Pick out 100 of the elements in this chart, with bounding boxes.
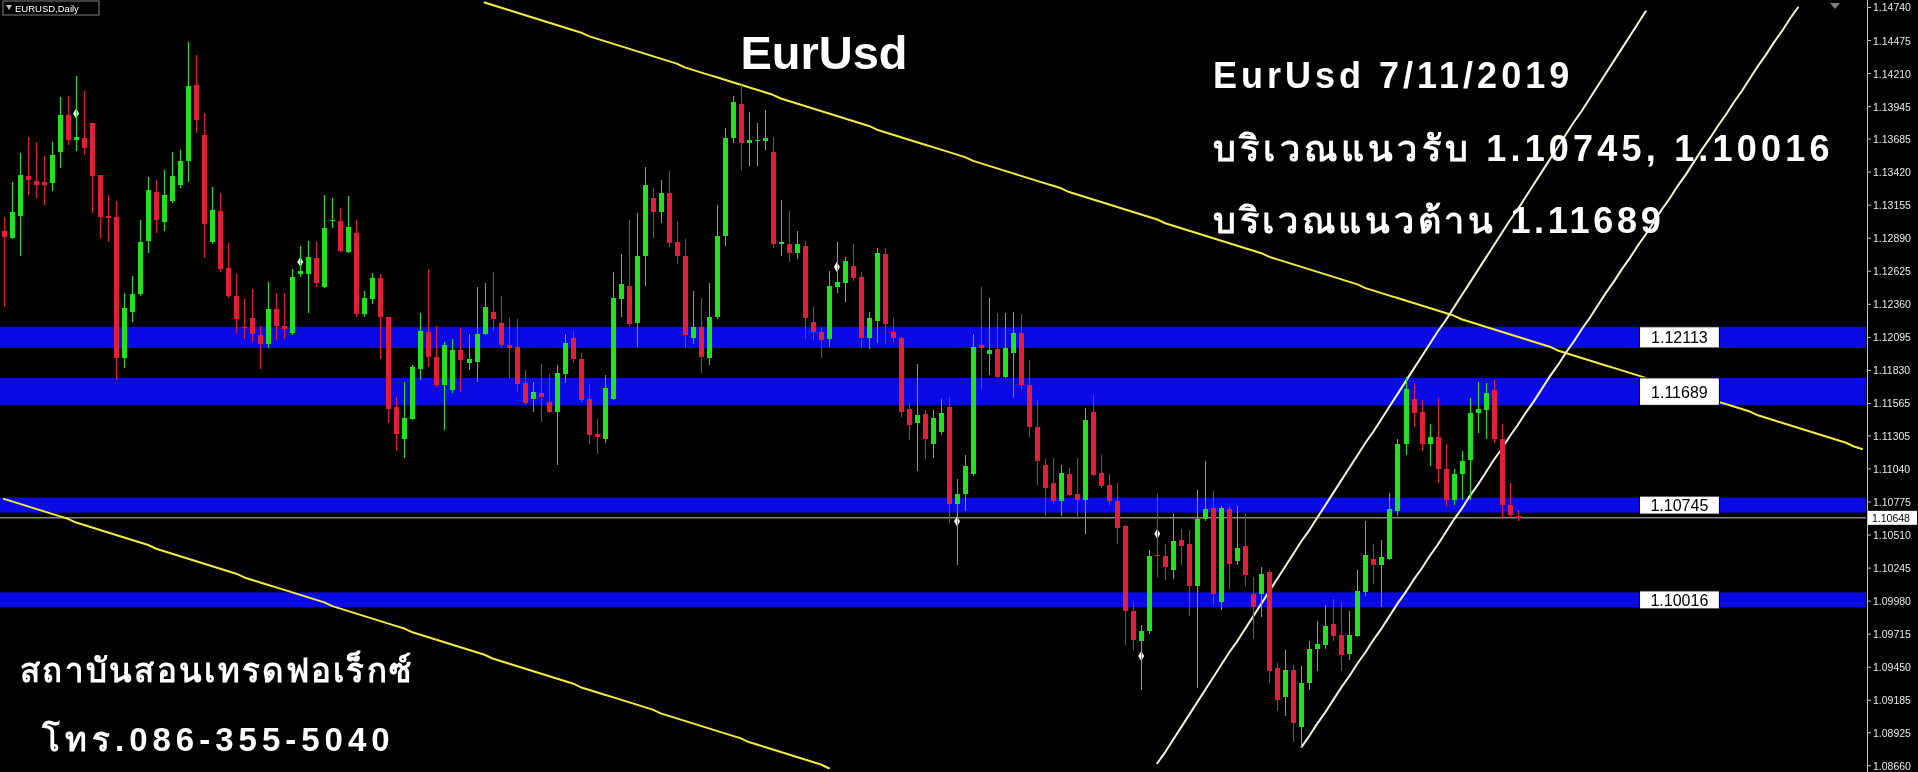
band-label: 1.10745 bbox=[1650, 496, 1709, 514]
text: EurUsd bbox=[740, 26, 908, 79]
y-tick-label: 1.11830 bbox=[1873, 364, 1911, 377]
candlestick bbox=[691, 290, 696, 345]
candlestick bbox=[1347, 610, 1352, 661]
candlestick bbox=[1379, 539, 1384, 608]
candlestick bbox=[571, 330, 576, 364]
candlestick bbox=[843, 256, 848, 303]
ref-line-label: 1.10648 bbox=[1872, 511, 1911, 524]
candlestick bbox=[402, 381, 407, 459]
y-tick-label: 1.12095 bbox=[1873, 331, 1912, 344]
candlestick bbox=[1075, 457, 1080, 520]
candlestick bbox=[250, 288, 255, 343]
annotation: สถาบันสอนเทรดฟอเร็กซ์ bbox=[20, 650, 414, 689]
y-tick-label: 1.12360 bbox=[1873, 298, 1912, 311]
candlestick bbox=[523, 369, 528, 406]
candlestick bbox=[362, 290, 367, 318]
candlestick bbox=[130, 275, 135, 323]
candlestick bbox=[867, 311, 872, 350]
band-label: 1.11689 bbox=[1651, 383, 1708, 401]
candlestick bbox=[1315, 620, 1320, 672]
y-tick-label: 1.09185 bbox=[1873, 694, 1912, 707]
candlestick bbox=[915, 363, 920, 472]
y-tick-label: 1.11040 bbox=[1873, 462, 1911, 475]
candlestick bbox=[1476, 381, 1481, 434]
candlestick bbox=[178, 149, 183, 189]
y-tick-label: 1.14740 bbox=[1873, 1, 1912, 14]
candlestick bbox=[891, 317, 896, 343]
candlestick bbox=[1251, 576, 1256, 640]
candlestick bbox=[2, 216, 7, 308]
candlestick bbox=[1508, 482, 1513, 520]
y-tick-label: 1.11565 bbox=[1873, 397, 1911, 410]
candlestick bbox=[234, 273, 239, 334]
y-tick-label: 1.13155 bbox=[1873, 199, 1912, 212]
candlestick bbox=[1203, 460, 1208, 522]
candlestick bbox=[1067, 467, 1072, 497]
candlestick bbox=[1371, 543, 1376, 585]
y-tick-label: 1.13420 bbox=[1873, 166, 1912, 179]
band-label: 1.12113 bbox=[1651, 328, 1708, 346]
y-tick-label: 1.09980 bbox=[1873, 595, 1912, 608]
candlestick bbox=[1235, 505, 1240, 566]
candlestick bbox=[763, 109, 768, 151]
candlestick bbox=[851, 243, 856, 282]
candlestick bbox=[1412, 382, 1417, 428]
candlestick bbox=[1099, 454, 1104, 489]
candlestick bbox=[1043, 458, 1048, 517]
y-tick-label: 1.10245 bbox=[1873, 562, 1912, 575]
candlestick bbox=[491, 271, 496, 331]
candlestick bbox=[907, 402, 912, 441]
candlestick bbox=[675, 220, 680, 265]
candlestick bbox=[1011, 311, 1016, 398]
candlestick bbox=[1323, 604, 1328, 650]
candlestick bbox=[34, 141, 39, 199]
y-tick-label: 1.09450 bbox=[1873, 661, 1912, 674]
candlestick bbox=[370, 272, 375, 305]
candlestick bbox=[1460, 450, 1465, 501]
candlestick bbox=[499, 295, 504, 349]
candlestick bbox=[939, 398, 944, 436]
annotation: EurUsd 7/11/2019 bbox=[1213, 55, 1574, 96]
candlestick bbox=[531, 381, 536, 413]
candlestick bbox=[42, 155, 47, 206]
candlestick bbox=[274, 292, 279, 341]
candlestick bbox=[987, 297, 992, 376]
candlestick bbox=[1163, 543, 1168, 581]
y-tick-label: 1.14210 bbox=[1873, 67, 1912, 80]
candlestick bbox=[82, 90, 87, 156]
candlestick bbox=[795, 230, 800, 260]
candlestick bbox=[619, 253, 624, 318]
annotation: โทร.086-355-5040 bbox=[41, 720, 395, 758]
y-tick-label: 1.13945 bbox=[1873, 100, 1912, 113]
y-tick-label: 1.13685 bbox=[1873, 133, 1912, 146]
candlestick bbox=[787, 210, 792, 263]
y-tick-label: 1.14475 bbox=[1873, 34, 1912, 47]
candlestick bbox=[659, 179, 664, 224]
candlestick bbox=[258, 325, 263, 370]
candlestick bbox=[811, 306, 816, 341]
y-tick-label: 1.11305 bbox=[1873, 429, 1911, 442]
candlestick bbox=[1051, 457, 1056, 505]
y-tick-label: 1.10510 bbox=[1873, 529, 1912, 542]
candlestick bbox=[1107, 473, 1112, 506]
candlestick bbox=[819, 326, 824, 359]
chart-subtitle: EURUSD,Daily bbox=[15, 2, 80, 14]
candlestick bbox=[547, 373, 552, 414]
candlestick bbox=[458, 327, 463, 393]
y-tick-label: 1.12890 bbox=[1873, 232, 1912, 245]
candlestick bbox=[539, 363, 544, 423]
candlestick bbox=[507, 317, 512, 379]
band-label: 1.10016 bbox=[1650, 591, 1709, 609]
candlestick bbox=[1428, 423, 1433, 467]
y-tick-label: 1.08925 bbox=[1873, 726, 1912, 739]
candlestick bbox=[979, 286, 984, 390]
candlestick bbox=[1259, 566, 1264, 618]
candlestick bbox=[595, 418, 600, 455]
candlestick bbox=[1484, 382, 1489, 440]
candlestick bbox=[26, 136, 31, 196]
candlestick bbox=[1179, 528, 1184, 566]
candlestick bbox=[1339, 601, 1344, 672]
candlestick bbox=[651, 187, 656, 239]
y-tick-label: 1.10775 bbox=[1873, 495, 1912, 508]
y-tick-label: 1.08660 bbox=[1873, 759, 1912, 772]
